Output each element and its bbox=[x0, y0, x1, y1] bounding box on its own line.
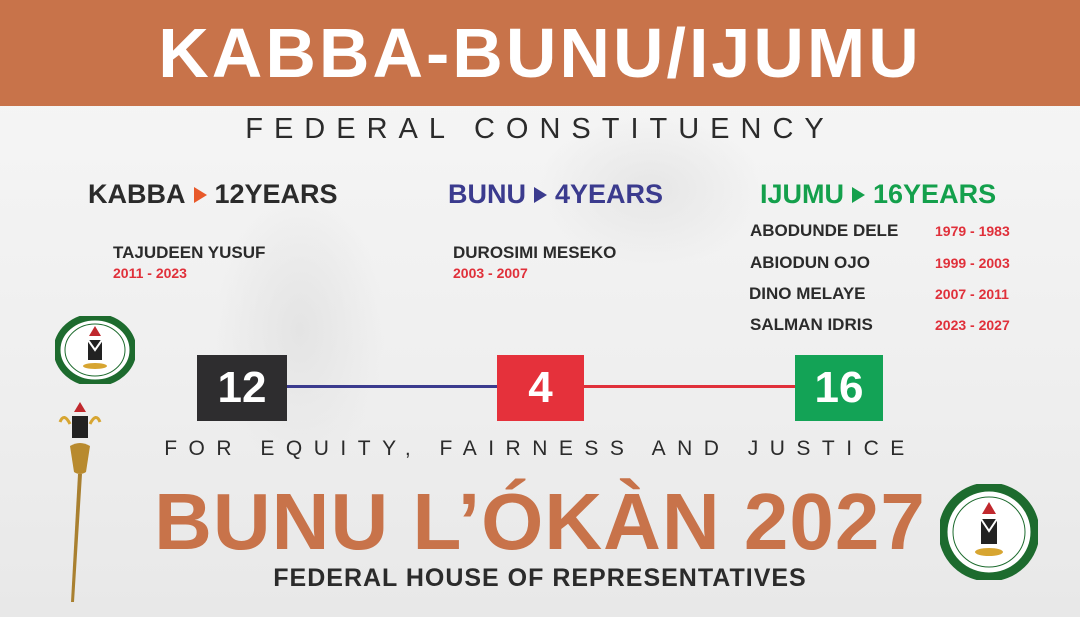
slogan: BUNU L’ÓKÀN 2027 bbox=[154, 477, 926, 566]
bunu-heading: BUNU 4YEARS bbox=[448, 179, 664, 210]
area-label: IJUMU bbox=[760, 179, 845, 209]
subtitle: FEDERAL CONSTITUENCY bbox=[245, 113, 835, 145]
kabba-heading: KABBA 12YEARS bbox=[88, 179, 338, 210]
member-term: 2023 - 2027 bbox=[935, 317, 1010, 333]
member-name: TAJUDEEN YUSUF bbox=[113, 243, 266, 262]
years-label: 12YEARS bbox=[214, 179, 338, 209]
kabba-count-box: 12 bbox=[197, 355, 287, 421]
play-arrow-icon bbox=[193, 186, 207, 203]
years-label: 16YEARS bbox=[873, 179, 997, 209]
connector-line bbox=[581, 385, 797, 388]
member-name: DINO MELAYE bbox=[749, 284, 866, 303]
header-banner: KABBA-BUNU/IJUMU bbox=[0, 0, 1080, 106]
page-title: KABBA-BUNU/IJUMU bbox=[158, 14, 922, 92]
member-term: 1999 - 2003 bbox=[935, 255, 1010, 271]
office-title: FEDERAL HOUSE OF REPRESENTATIVES bbox=[273, 564, 807, 592]
ijumu-heading: IJUMU 16YEARS bbox=[760, 179, 997, 210]
bunu-count-box: 4 bbox=[497, 355, 584, 421]
play-arrow-icon bbox=[852, 186, 866, 203]
house-of-representatives-seal-icon bbox=[940, 484, 1038, 580]
play-arrow-icon bbox=[534, 186, 547, 203]
tagline: FOR EQUITY, FAIRNESS AND JUSTICE bbox=[164, 437, 916, 460]
member-term: 2011 - 2023 bbox=[113, 265, 187, 281]
years-label: 4YEARS bbox=[555, 179, 664, 209]
member-name: ABODUNDE DELE bbox=[750, 221, 899, 240]
ijumu-count-box: 16 bbox=[795, 355, 883, 421]
connector-line bbox=[285, 385, 500, 388]
member-term: 2007 - 2011 bbox=[935, 286, 1009, 302]
member-term: 2003 - 2007 bbox=[453, 265, 528, 281]
member-term: 1979 - 1983 bbox=[935, 223, 1010, 239]
member-name: DUROSIMI MESEKO bbox=[453, 243, 617, 262]
house-of-representatives-seal-icon bbox=[55, 316, 135, 384]
member-name: ABIODUN OJO bbox=[750, 253, 870, 272]
area-label: BUNU bbox=[448, 179, 526, 209]
member-name: SALMAN IDRIS bbox=[750, 315, 873, 334]
area-label: KABBA bbox=[88, 179, 186, 209]
mace-icon bbox=[58, 402, 102, 602]
